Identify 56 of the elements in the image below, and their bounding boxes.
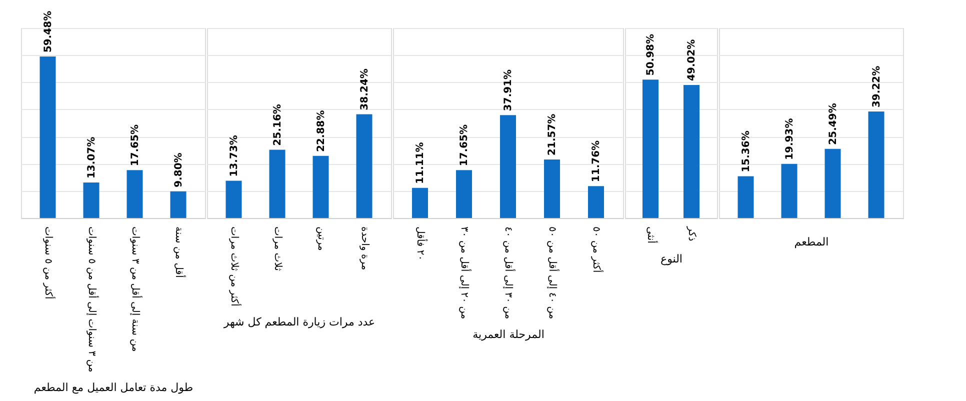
bar — [269, 150, 286, 218]
x-tick-label: ذكر — [686, 226, 697, 242]
bar — [126, 170, 143, 218]
x-axis-title: عدد مرات زيارة المطعم كل شهر — [222, 315, 376, 328]
data-label: 49.02% — [686, 39, 698, 81]
x-axis-title: المطعم — [794, 236, 829, 248]
bar — [226, 180, 242, 218]
x-tick-label: مرتين — [315, 226, 326, 251]
bar — [781, 164, 798, 218]
bar — [170, 191, 186, 218]
data-label: 11.11% — [415, 142, 426, 184]
bar — [40, 56, 56, 218]
bar — [456, 170, 472, 218]
bar — [588, 186, 604, 218]
data-label: 25.49% — [828, 103, 839, 145]
x-tick-label: من ٣٠ إلى أقل من ٤٠ — [502, 226, 516, 320]
x-axis-title: طول مدة تعامل العميل مع المطعم — [34, 381, 194, 394]
x-tick-label: أكثر من ٥٠ — [590, 226, 604, 273]
data-label: 19.93% — [784, 118, 796, 160]
data-label: 39.22% — [871, 66, 882, 108]
x-tick-label: من ٤٠ إلى أقل من ٥٠ — [546, 226, 560, 320]
data-label: 13.73% — [228, 135, 240, 177]
data-label: 22.88% — [316, 110, 327, 152]
data-label: 15.36% — [740, 130, 752, 172]
data-label: 13.07% — [86, 136, 98, 179]
data-label: 59.48% — [42, 10, 54, 53]
x-tick-label: أنثى — [645, 226, 658, 244]
bar — [312, 156, 329, 218]
x-tick-label: ٢٠ فأقل — [414, 226, 428, 261]
data-label: 38.24% — [359, 68, 370, 110]
bar — [500, 115, 516, 218]
x-tick-label: ثلاث مرات — [272, 226, 283, 272]
data-label: 50.98% — [646, 34, 656, 76]
x-tick-label: أكثر من ثلاث مرات — [228, 226, 242, 307]
bar — [83, 182, 100, 218]
bar — [738, 176, 754, 218]
data-label: 37.91% — [503, 69, 514, 112]
data-label: 21.57% — [547, 114, 558, 156]
x-tick-label: أقل من سنة — [172, 226, 186, 278]
x-tick-label: من سنة إلى أقل من ٣ سنوات — [129, 226, 142, 352]
bar — [868, 112, 884, 218]
bar — [824, 148, 841, 218]
x-tick-label: أكثر من ٥ سنوات — [42, 226, 56, 300]
x-tick-label: من ٣ سنوات إلى أقل من ٥ سنوات — [86, 226, 99, 372]
data-label: 9.80% — [173, 152, 184, 188]
bar — [412, 188, 428, 218]
x-tick-label: من ٢٠ إلى أقل من ٣٠ — [458, 226, 472, 320]
x-axis-title: المرحلة العمرية — [472, 328, 544, 342]
bar — [544, 159, 560, 218]
bar — [356, 114, 372, 218]
data-label: 25.16% — [272, 104, 284, 146]
x-tick-label: مرة واحدة — [358, 226, 370, 270]
data-label: 11.76% — [591, 140, 602, 182]
data-label: 17.65% — [130, 124, 141, 166]
x-axis-title: النوع — [660, 252, 682, 266]
data-label: 17.65% — [459, 124, 470, 166]
